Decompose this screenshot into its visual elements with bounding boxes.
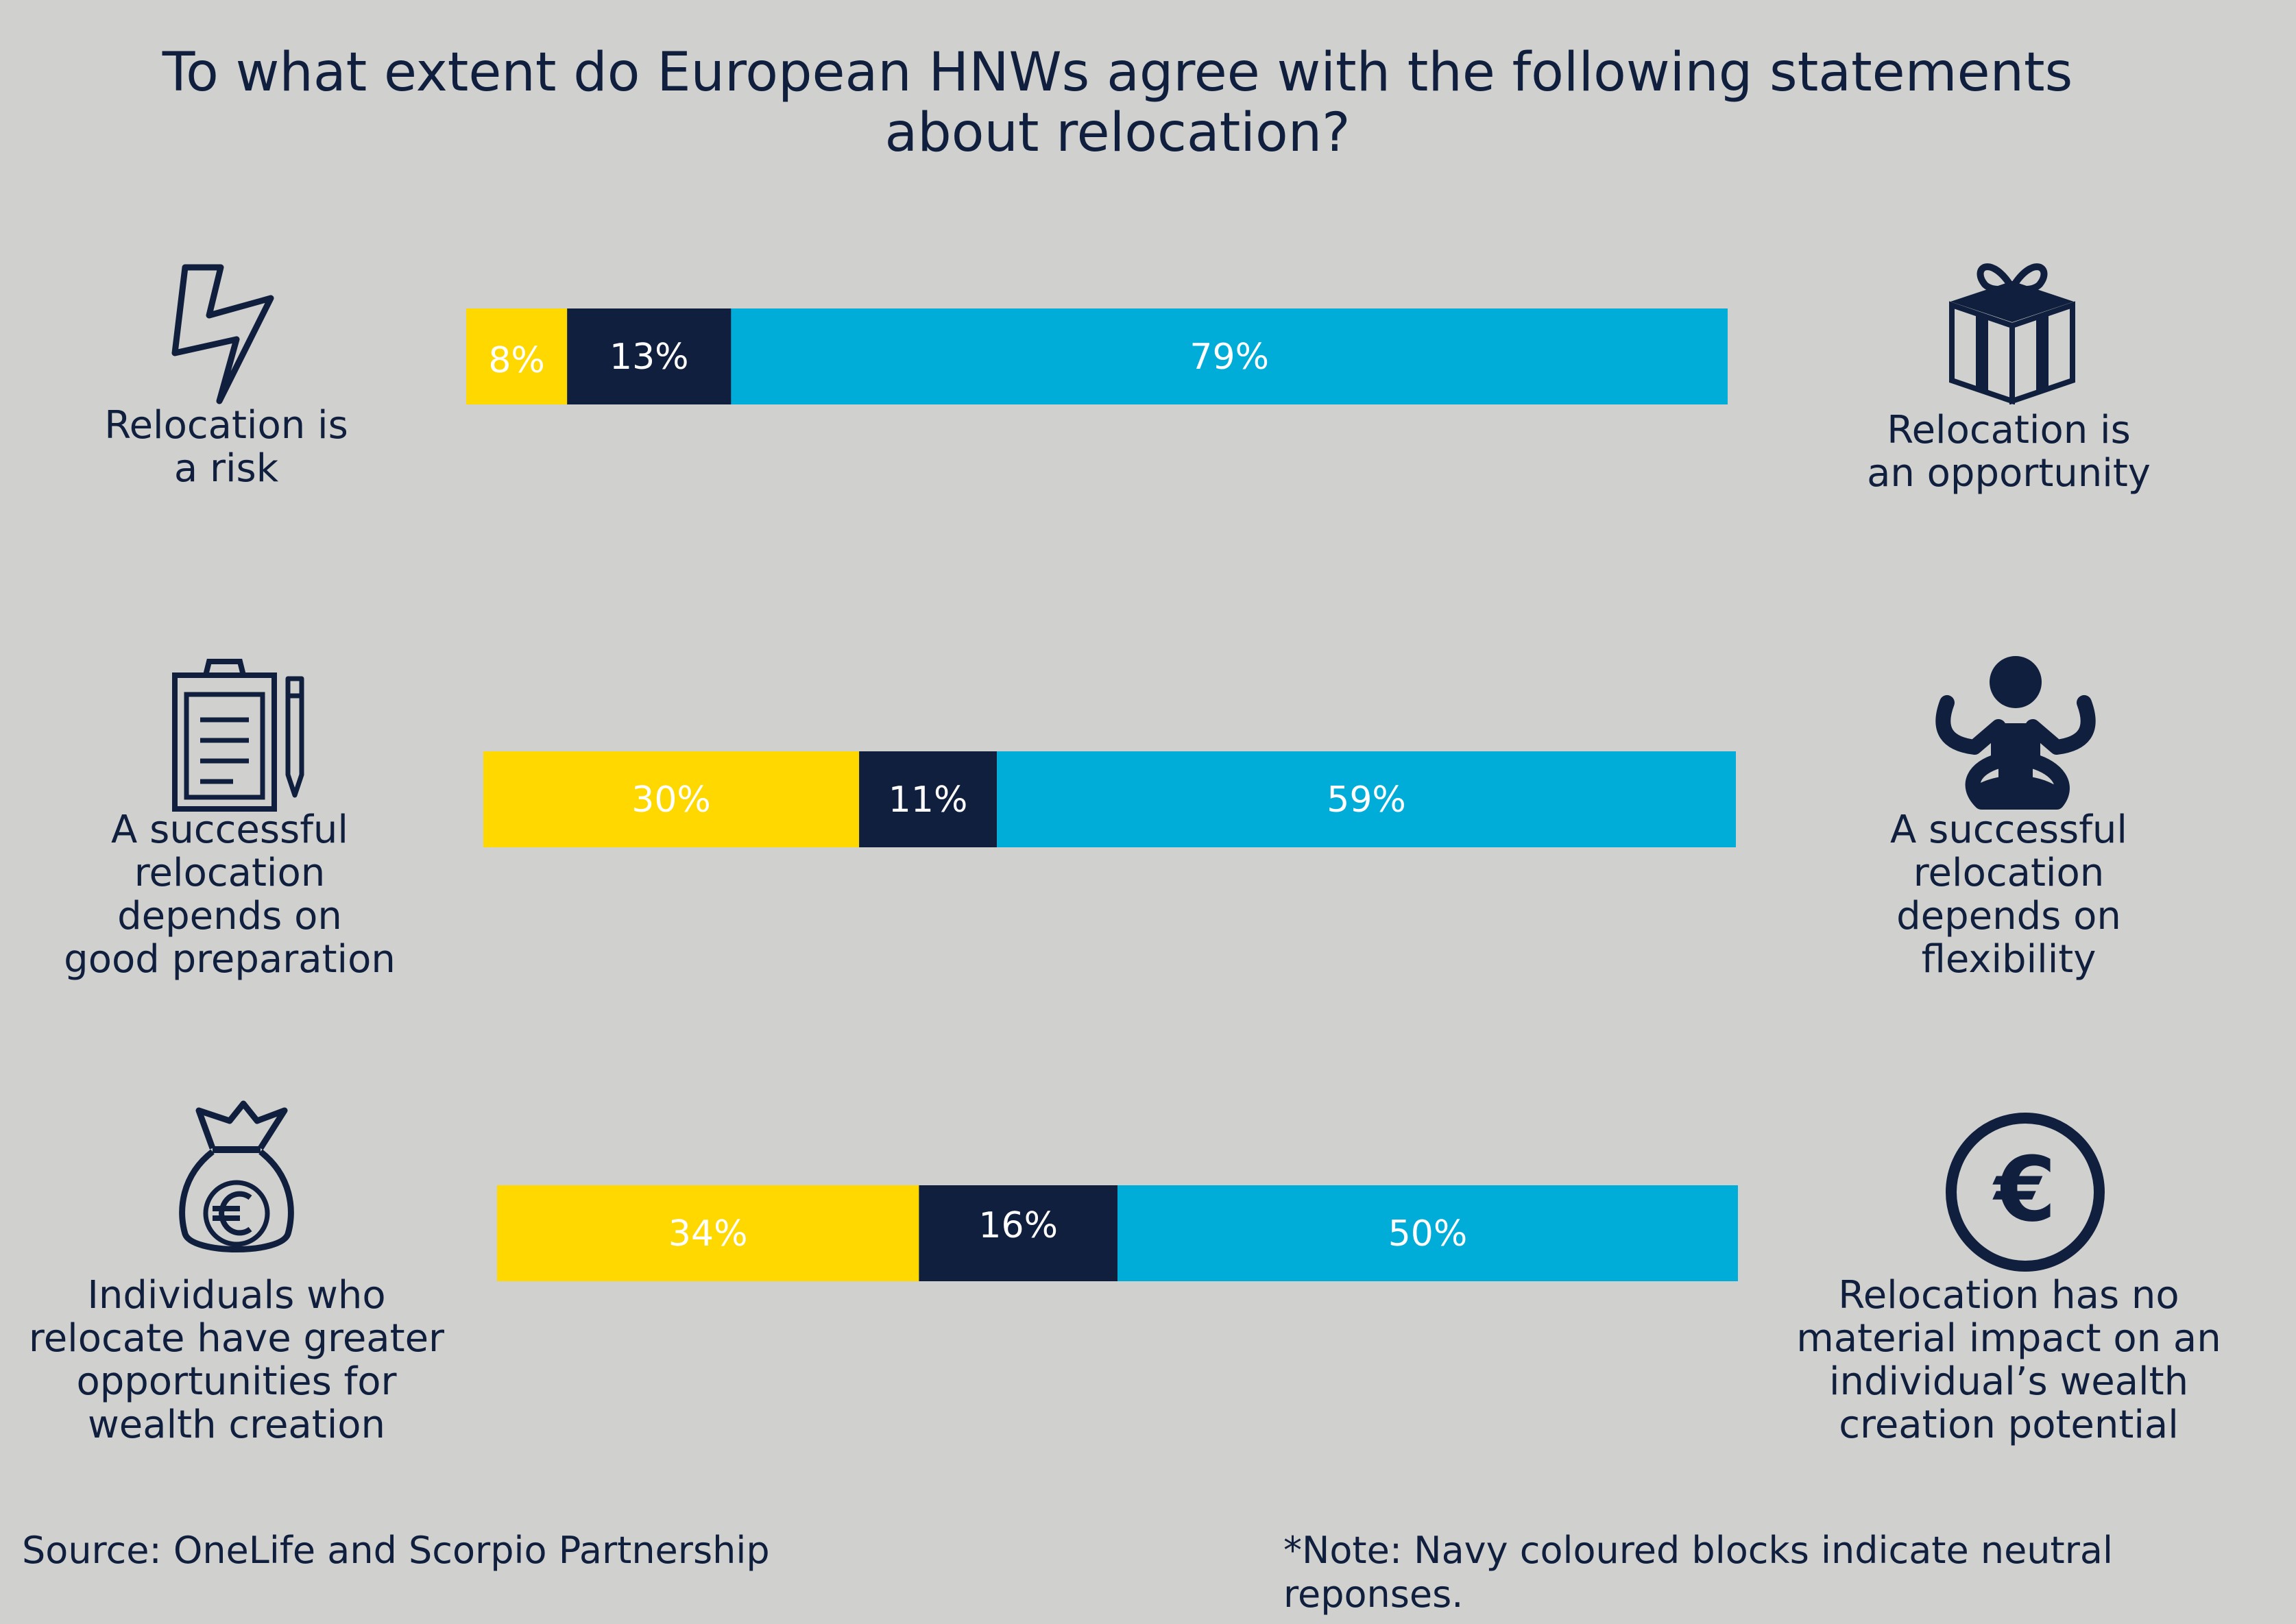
bar-label-row2-s2: 11% [889, 779, 968, 821]
bar-label-row3-s1: 34% [668, 1213, 748, 1255]
bar-segment-row1-s1 [466, 308, 568, 404]
bar-label-row3-s2: 16% [978, 1205, 1058, 1246]
bar-segment-row3-s3 [1117, 1185, 1738, 1281]
bar-segment-row2-s3 [997, 751, 1736, 847]
bar-segment-row2-s2 [859, 751, 998, 847]
source-note: Source: OneLife and Scorpio Partnership [22, 1529, 770, 1572]
row1-right-label: Relocation is an opportunity [1867, 408, 2151, 496]
euro-coin-icon: € [1945, 1112, 2105, 1272]
bar-label-row1-s1: 8% [488, 340, 545, 381]
lightning-bolt-icon [171, 260, 274, 404]
bar-label-row1-s2: 13% [609, 337, 689, 378]
row3-left-label: Individuals who relocate have greater op… [28, 1273, 445, 1447]
money-bag-euro-icon [175, 1100, 298, 1261]
neutral-note: *Note: Navy coloured blocks indicate neu… [1283, 1529, 2113, 1616]
bar-label-row2-s3: 59% [1327, 779, 1406, 821]
bar-label-row3-s3: 50% [1388, 1213, 1468, 1255]
row3-right-label: Relocation has no material impact on an … [1796, 1273, 2221, 1447]
clipboard-pencil-icon [171, 655, 309, 812]
row1-left-label: Relocation is a risk [104, 403, 348, 491]
chart-title: To what extent do European HNWs agree wi… [162, 42, 2073, 164]
bar-segment-row2-s1 [483, 751, 860, 847]
bar-segment-row1-s2 [567, 308, 732, 404]
bar-segment-row3-s2 [919, 1185, 1117, 1281]
gift-box-icon [1944, 254, 2081, 404]
bar-segment-row1-s3 [731, 308, 1728, 404]
bar-label-row1-s3: 79% [1189, 337, 1269, 378]
svg-text:€: € [1992, 1137, 2056, 1241]
bar-label-row2-s1: 30% [631, 779, 711, 821]
row2-right-label: A successful relocation depends on flexi… [1890, 808, 2127, 982]
meditation-person-icon [1933, 655, 2098, 812]
row2-left-label: A successful relocation depends on good … [64, 808, 396, 982]
bar-segment-row3-s1 [497, 1185, 919, 1281]
